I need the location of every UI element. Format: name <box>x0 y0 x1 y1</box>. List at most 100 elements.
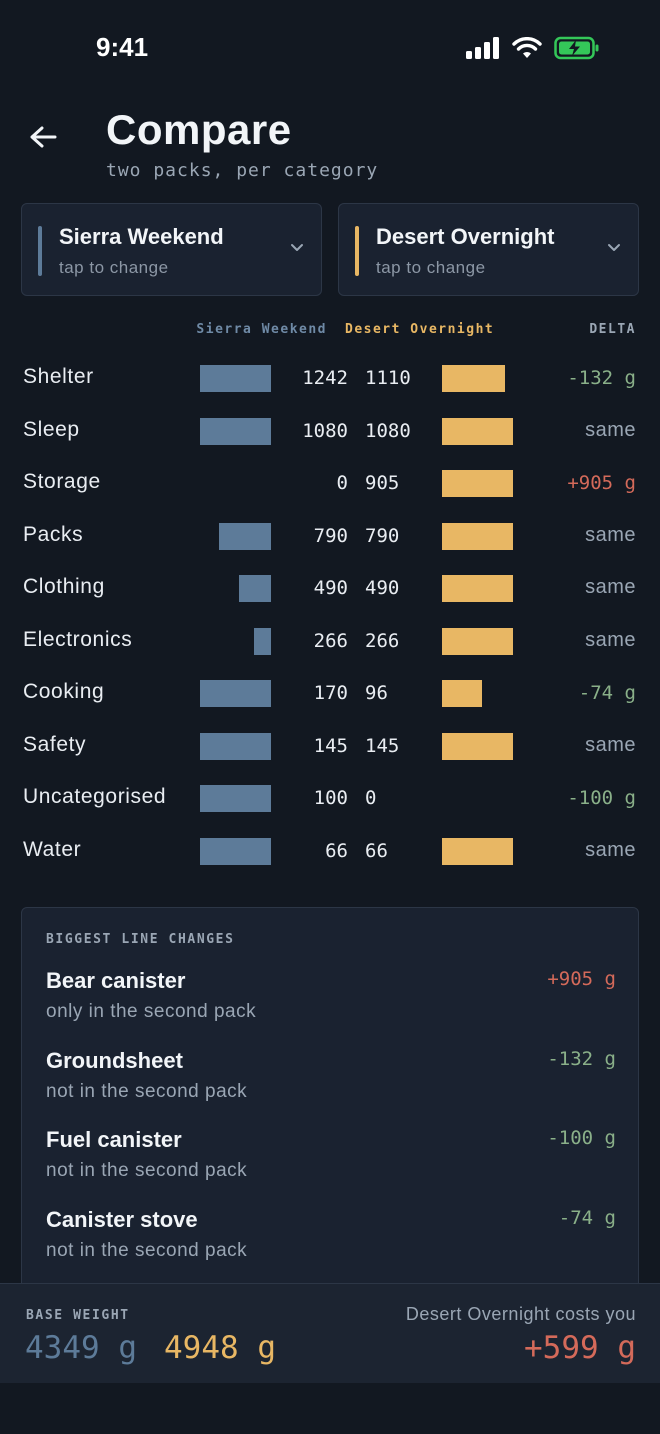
category-row: Safety 145 145 same <box>0 727 660 767</box>
back-button[interactable] <box>24 118 62 156</box>
pack-a-weight: 1080 <box>302 419 348 442</box>
category-delta: same <box>585 523 636 546</box>
chevron-down-icon <box>608 244 620 251</box>
pack-b-hint: tap to change <box>376 258 486 277</box>
biggest-changes-title: BIGGEST LINE CHANGES <box>46 932 235 947</box>
column-header-pack-b: Desert Overnight <box>345 322 495 337</box>
category-delta: same <box>585 418 636 441</box>
battery-charging-icon <box>554 36 600 65</box>
category-label: Clothing <box>23 575 105 598</box>
pack-b-bar <box>442 680 482 707</box>
biggest-changes-card: BIGGEST LINE CHANGES Bear canister only i… <box>21 907 639 1307</box>
pack-a-bar <box>239 575 271 602</box>
category-row: Electronics 266 266 same <box>0 622 660 662</box>
pack-b-bar <box>442 365 505 392</box>
change-item-name: Bear canister <box>46 968 186 993</box>
page-title: Compare <box>106 106 292 153</box>
change-item-note: not in the second pack <box>46 1239 248 1261</box>
change-item: Groundsheet not in the second pack -132 g <box>22 1047 638 1118</box>
pack-b-weight: 66 <box>365 839 388 862</box>
category-label: Electronics <box>23 627 133 651</box>
pack-a-weight: 66 <box>325 839 348 862</box>
change-item-delta: -74 g <box>558 1206 616 1229</box>
pack-a-bar <box>200 680 271 707</box>
pack-a-weight: 170 <box>313 682 348 704</box>
pack-b-selector[interactable]: Desert Overnight tap to change <box>338 203 639 296</box>
category-label: Water <box>23 837 82 861</box>
category-delta: +905 g <box>567 472 636 494</box>
change-item: Bear canister only in the second pack +905… <box>22 968 638 1038</box>
base-weight-footer: BASE WEIGHT 4349 g 4948 g Desert Overnig… <box>0 1283 660 1383</box>
pack-a-bar <box>200 365 271 392</box>
pack-b-bar <box>442 522 513 550</box>
status-time: 9:41 <box>96 32 149 62</box>
change-item-name: Fuel canister <box>46 1127 182 1152</box>
change-item-delta: -132 g <box>547 1047 616 1070</box>
pack-b-color-stripe <box>355 226 359 276</box>
category-label: Cooking <box>23 680 105 703</box>
category-delta: same <box>585 838 636 861</box>
bottom-safe-area <box>0 1383 660 1434</box>
pack-a-name: Sierra Weekend <box>59 224 224 249</box>
pack-b-bar <box>442 837 513 865</box>
pack-b-weight: 905 <box>365 472 400 494</box>
category-row: Water 66 66 same <box>0 832 660 872</box>
category-row: Uncategorised 100 0 -100 g <box>0 779 660 819</box>
change-item-delta: -100 g <box>547 1127 616 1149</box>
pack-a-weight: 145 <box>313 734 348 757</box>
pack-b-bar <box>442 575 513 602</box>
base-weight-label: BASE WEIGHT <box>26 1308 130 1323</box>
pack-b-weight: 96 <box>365 682 388 704</box>
pack-b-weight: 145 <box>365 734 400 757</box>
category-label: Packs <box>23 522 84 546</box>
pack-b-name: Desert Overnight <box>376 224 555 249</box>
signal-icon <box>466 37 500 64</box>
pack-b-weight: 1080 <box>365 419 411 442</box>
change-item-note: not in the second pack <box>46 1160 248 1181</box>
pack-a-weight: 490 <box>313 577 348 599</box>
wifi-icon <box>512 37 542 64</box>
pack-a-bar <box>200 417 271 445</box>
pack-a-selector[interactable]: Sierra Weekend tap to change <box>21 203 322 296</box>
category-row: Shelter 1242 1110 -132 g <box>0 359 660 399</box>
column-header-pack-a: Sierra Weekend <box>196 322 327 337</box>
change-item-delta: +905 g <box>547 968 616 990</box>
pack-b-weight: 0 <box>365 787 377 809</box>
category-row: Storage 0 905 +905 g <box>0 464 660 504</box>
category-delta: -100 g <box>567 787 636 809</box>
status-bar: 9:41 <box>0 0 660 96</box>
page-subtitle: two packs, per category <box>106 160 379 181</box>
category-label: Storage <box>23 470 101 493</box>
category-delta: -74 g <box>578 682 636 704</box>
pack-a-bar <box>219 522 271 550</box>
pack-a-bar <box>200 785 271 812</box>
pack-a-weight: 790 <box>313 524 348 547</box>
pack-b-weight: 790 <box>365 524 400 547</box>
pack-a-bar <box>200 732 271 760</box>
category-row: Sleep 1080 1080 same <box>0 412 660 452</box>
pack-a-weight: 100 <box>313 787 348 809</box>
pack-a-color-stripe <box>38 226 42 276</box>
category-delta: -132 g <box>567 367 636 389</box>
pack-b-weight: 1110 <box>365 367 411 389</box>
pack-a-hint: tap to change <box>59 258 169 277</box>
change-item-name: Groundsheet <box>46 1047 183 1073</box>
arrow-left-icon <box>30 126 57 148</box>
category-label: Sleep <box>23 417 80 441</box>
category-label: Shelter <box>23 365 94 388</box>
status-icons <box>466 36 600 65</box>
pack-b-bar <box>442 417 513 445</box>
cost-difference: +599 g <box>524 1330 636 1366</box>
category-row: Packs 790 790 same <box>0 517 660 557</box>
column-header-delta: DELTA <box>589 322 636 337</box>
category-delta: same <box>585 733 636 756</box>
chevron-down-icon <box>291 244 303 251</box>
category-label: Uncategorised <box>23 785 167 808</box>
pack-a-weight: 1242 <box>302 367 348 389</box>
pack-a-bar <box>254 627 271 655</box>
pack-b-weight: 490 <box>365 577 400 599</box>
category-delta: same <box>585 576 636 598</box>
category-delta: same <box>585 628 636 651</box>
pack-b-weight: 266 <box>365 629 400 652</box>
pack-b-base-weight: 4948 g <box>164 1330 276 1366</box>
